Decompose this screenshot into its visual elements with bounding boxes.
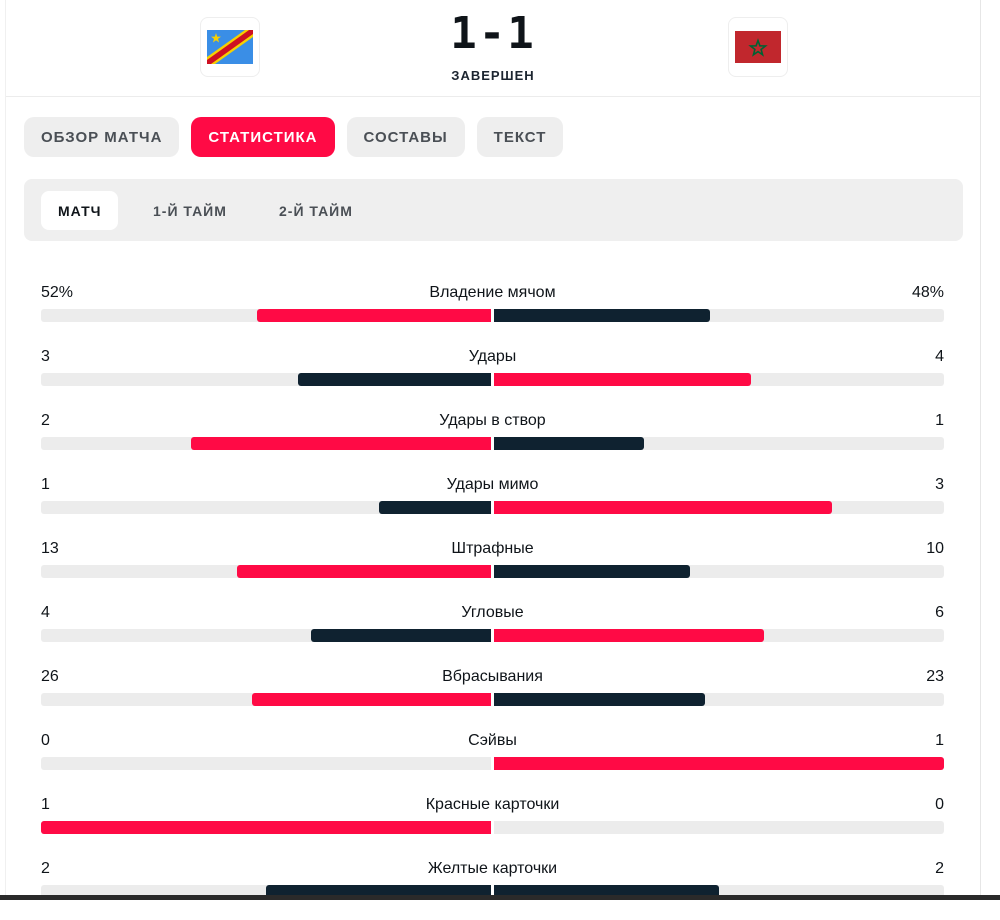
match-tabs: ОБЗОР МАТЧА СТАТИСТИКА СОСТАВЫ ТЕКСТ [24, 117, 564, 157]
stat-header: 2 Удары в створ 1 [41, 408, 944, 436]
period-match[interactable]: МАТЧ [41, 191, 119, 230]
morocco-flag-icon [735, 31, 781, 63]
stat-label: Штрафные [451, 540, 534, 557]
away-bar-fill [494, 693, 706, 706]
stat-bars [41, 437, 944, 450]
stat-label: Удары [468, 348, 517, 365]
home-bar-fill [378, 501, 491, 514]
home-bar-fill [298, 373, 491, 386]
stat-bars [41, 373, 944, 386]
stat-away-value: 48% [911, 284, 944, 301]
stat-row: 52% Владение мячом 48% [41, 280, 944, 344]
home-bar-fill [191, 437, 491, 450]
stat-bars [41, 501, 944, 514]
away-bar-track [494, 821, 944, 834]
away-bar-fill [494, 885, 719, 898]
stat-row: 1 Красные карточки 0 [41, 792, 944, 856]
stat-bars [41, 757, 944, 770]
away-bar-fill [494, 757, 944, 770]
match-page: 1-1 ЗАВЕРШЕН ОБЗОР МАТЧА СТАТИСТИКА СОСТ… [6, 0, 980, 900]
stat-home-value: 3 [41, 348, 50, 365]
stat-header: 4 Угловые 6 [41, 600, 944, 628]
stat-away-value: 6 [935, 604, 944, 621]
stat-away-value: 2 [935, 860, 944, 877]
tab-lineups[interactable]: СОСТАВЫ [346, 117, 465, 157]
home-bar-fill [236, 565, 491, 578]
stat-header: 13 Штрафные 10 [41, 536, 944, 564]
stat-home-value: 2 [41, 860, 50, 877]
stat-row: 0 Сэйвы 1 [41, 728, 944, 792]
stat-home-value: 2 [41, 412, 50, 429]
stat-home-value: 4 [41, 604, 50, 621]
period-first-half[interactable]: 1-Й ТАЙМ [153, 202, 227, 219]
stat-label: Угловые [461, 604, 524, 621]
stat-away-value: 10 [926, 540, 944, 557]
home-bar-fill [257, 309, 491, 322]
away-team-flag[interactable] [728, 17, 788, 77]
stat-home-value: 52% [41, 284, 74, 301]
home-bar-fill [311, 629, 491, 642]
home-bar-fill [252, 693, 491, 706]
away-bar-fill [494, 629, 764, 642]
stat-bars [41, 309, 944, 322]
stat-row: 13 Штрафные 10 [41, 536, 944, 600]
home-bar-track [41, 757, 491, 770]
stat-away-value: 0 [935, 796, 944, 813]
stat-home-value: 13 [41, 540, 59, 557]
match-status: ЗАВЕРШЕН [451, 68, 535, 83]
stat-bars [41, 693, 944, 706]
stat-away-value: 1 [935, 412, 944, 429]
stat-label: Удары в створ [439, 412, 546, 429]
period-selector: МАТЧ 1-Й ТАЙМ 2-Й ТАЙМ [24, 179, 963, 241]
home-bar-fill [41, 821, 491, 834]
stat-label: Сэйвы [468, 732, 517, 749]
stat-row: 26 Вбрасывания 23 [41, 664, 944, 728]
stat-bars [41, 821, 944, 834]
stat-label: Красные карточки [425, 796, 560, 813]
stat-row: 3 Удары 4 [41, 344, 944, 408]
stat-header: 1 Удары мимо 3 [41, 472, 944, 500]
away-bar-fill [494, 437, 644, 450]
home-team-flag[interactable] [200, 17, 260, 77]
away-bar-fill [494, 373, 752, 386]
stat-home-value: 26 [41, 668, 59, 685]
stat-away-value: 23 [926, 668, 944, 685]
stat-bars [41, 885, 944, 898]
stat-row: 4 Угловые 6 [41, 600, 944, 664]
stat-header: 1 Красные карточки 0 [41, 792, 944, 820]
stat-home-value: 1 [41, 476, 50, 493]
tab-text[interactable]: ТЕКСТ [476, 117, 564, 157]
stat-label: Владение мячом [429, 284, 556, 301]
stat-row: 2 Удары в створ 1 [41, 408, 944, 472]
stat-home-value: 1 [41, 796, 50, 813]
stats-list: 52% Владение мячом 48% 3 Удары 4 2 Удары в ство… [41, 280, 944, 920]
stat-label: Желтые карточки [427, 860, 558, 877]
stat-row: 1 Удары мимо 3 [41, 472, 944, 536]
stat-header: 52% Владение мячом 48% [41, 280, 944, 308]
dr-congo-flag-icon [207, 30, 253, 64]
away-bar-fill [494, 309, 710, 322]
stat-bars [41, 629, 944, 642]
bottom-edge [0, 895, 1000, 900]
match-score: 1-1 [450, 8, 536, 59]
home-bar-fill [266, 885, 491, 898]
stat-bars [41, 565, 944, 578]
stat-header: 2 Желтые карточки 2 [41, 856, 944, 884]
away-bar-fill [494, 565, 690, 578]
stat-label: Вбрасывания [442, 668, 543, 685]
away-bar-fill [494, 501, 832, 514]
stat-label: Удары мимо [446, 476, 539, 493]
stat-header: 3 Удары 4 [41, 344, 944, 372]
stat-row: 2 Желтые карточки 2 [41, 856, 944, 920]
stat-away-value: 3 [935, 476, 944, 493]
stat-away-value: 4 [935, 348, 944, 365]
tab-statistics[interactable]: СТАТИСТИКА [191, 117, 335, 157]
period-second-half[interactable]: 2-Й ТАЙМ [279, 202, 353, 219]
match-header: 1-1 ЗАВЕРШЕН [6, 0, 980, 97]
stat-away-value: 1 [935, 732, 944, 749]
tab-overview[interactable]: ОБЗОР МАТЧА [24, 117, 180, 157]
stat-home-value: 0 [41, 732, 50, 749]
stat-header: 0 Сэйвы 1 [41, 728, 944, 756]
stat-header: 26 Вбрасывания 23 [41, 664, 944, 692]
